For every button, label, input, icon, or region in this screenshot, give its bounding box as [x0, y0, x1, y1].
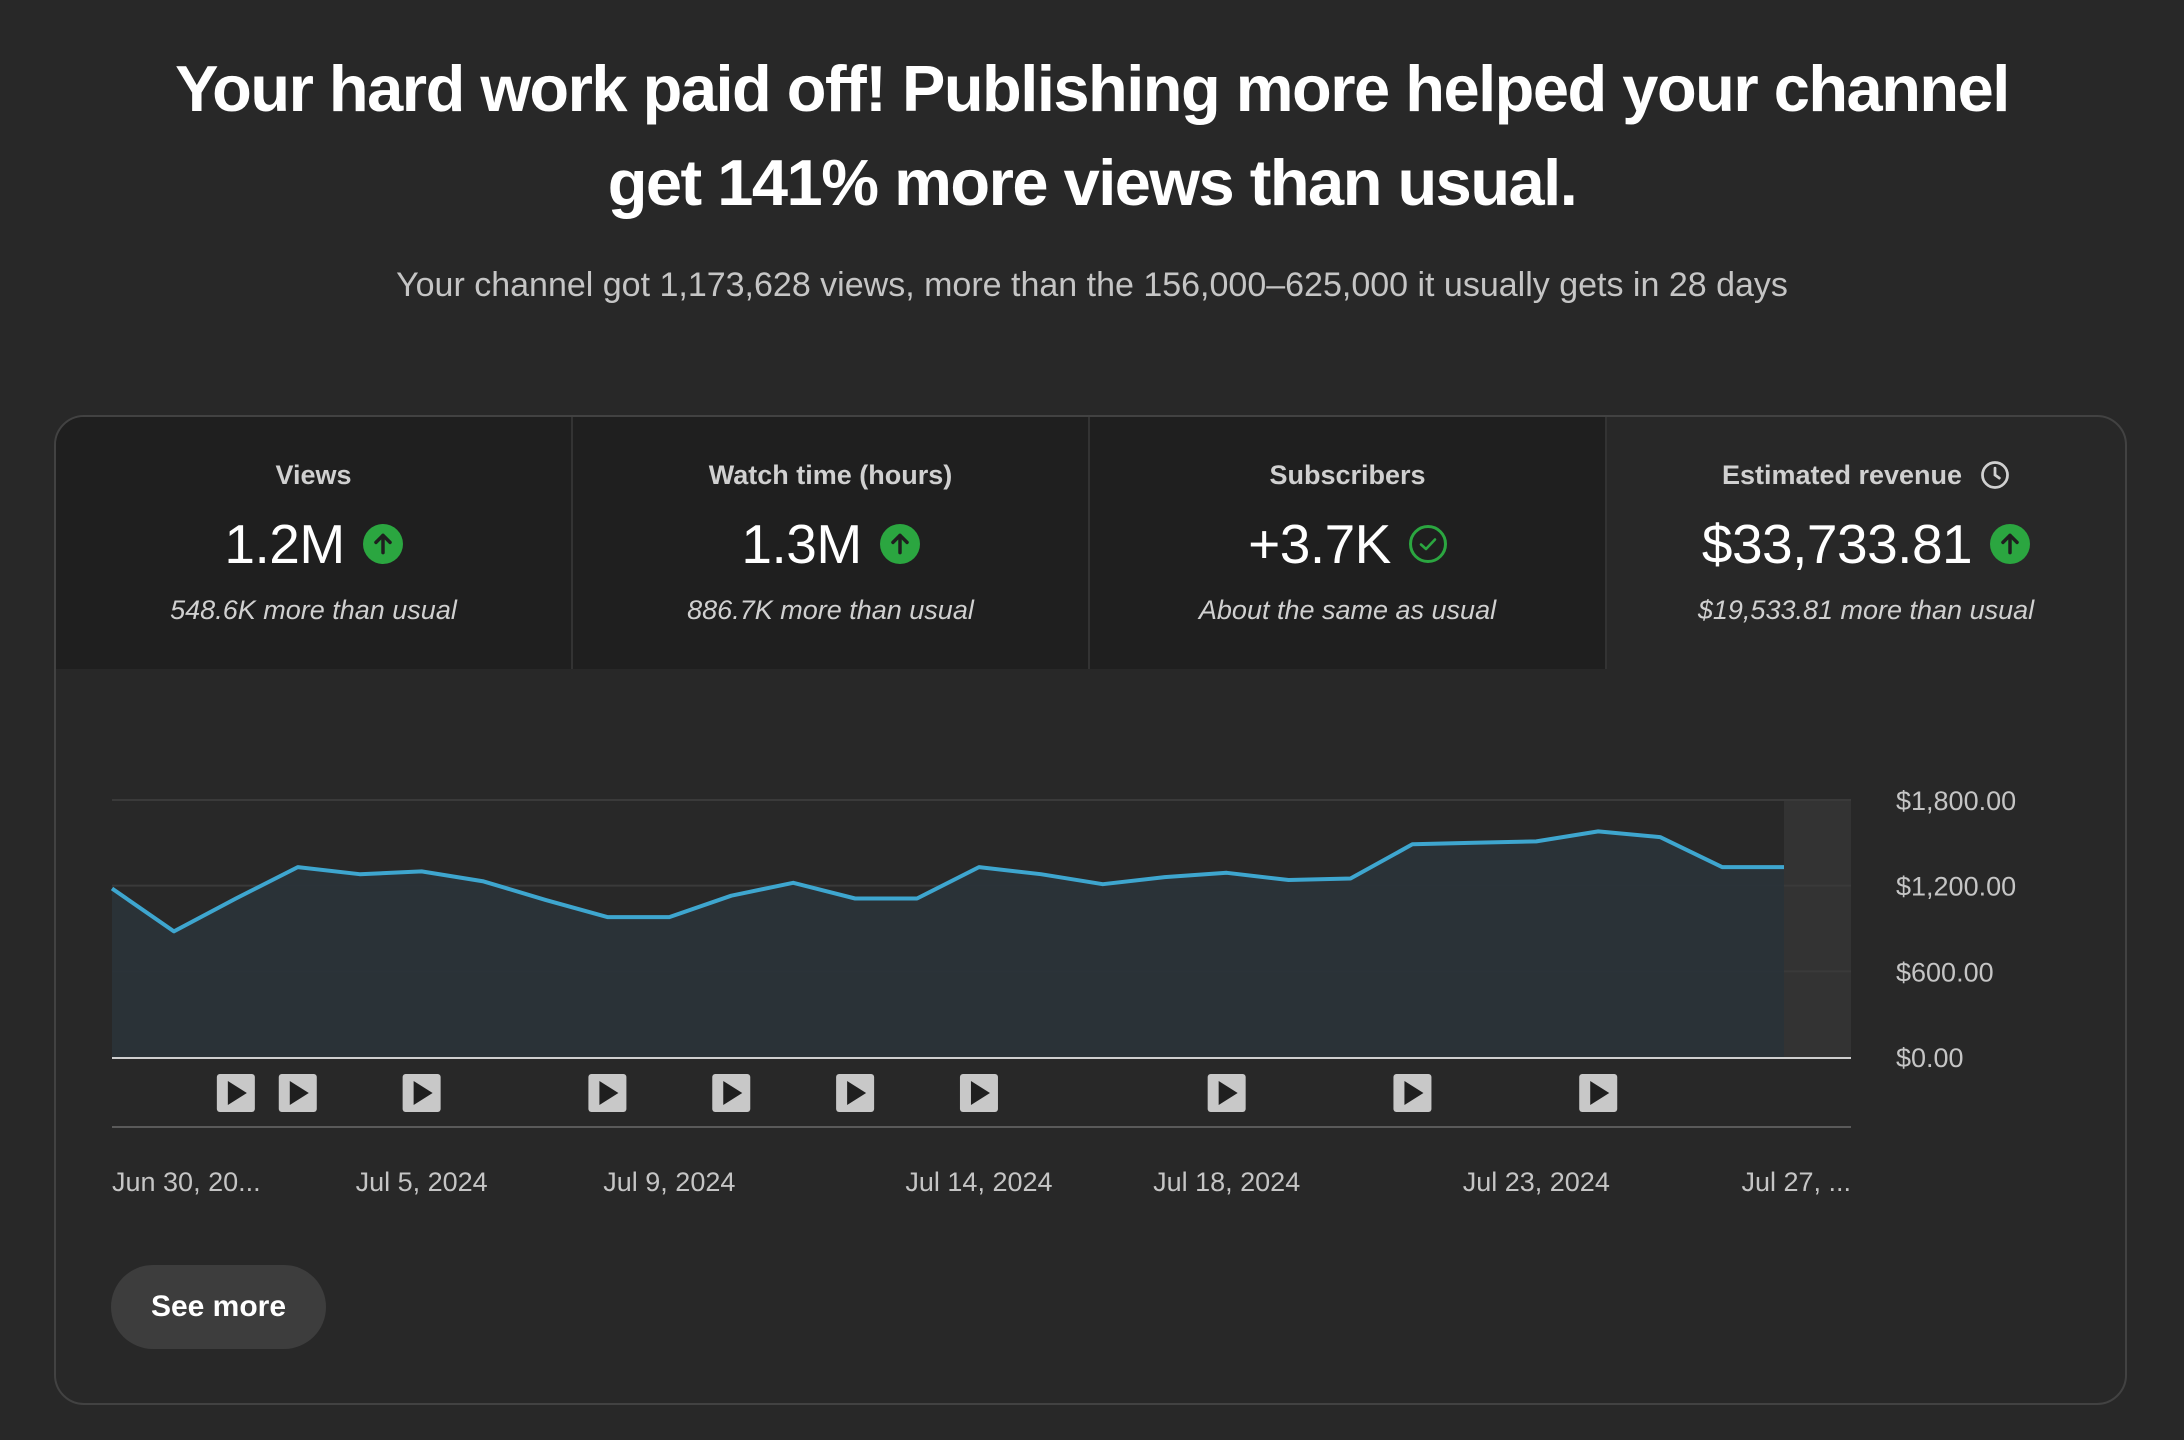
- x-tick-label: Jul 9, 2024: [603, 1167, 735, 1197]
- metric-value: $33,733.81: [1701, 513, 1973, 575]
- metric-tab-subscribers[interactable]: Subscribers +3.7K About the same as usua…: [1090, 417, 1607, 669]
- page-headline: Your hard work paid off! Publishing more…: [100, 42, 2084, 230]
- x-tick-label: Jul 23, 2024: [1463, 1167, 1610, 1197]
- metric-note: About the same as usual: [1198, 595, 1497, 625]
- play-icon[interactable]: [959, 1074, 998, 1112]
- metric-title: Estimated revenue: [1607, 460, 2125, 491]
- x-tick-label: Jul 27, ...: [1741, 1167, 1851, 1197]
- check-circle-icon: [1408, 525, 1447, 563]
- headline-line-2: get 141% more views than usual.: [607, 146, 1578, 219]
- metric-title-text: Estimated revenue: [1721, 460, 1963, 490]
- x-tick-label: Jun 30, 20...: [112, 1167, 261, 1197]
- metric-tabs: Views 1.2M 548.6K more than usual Watch …: [56, 417, 2125, 669]
- metric-title: Views: [275, 460, 352, 490]
- headline-line-1: Your hard work paid off! Publishing more…: [175, 52, 2010, 125]
- clock-icon[interactable]: [1980, 460, 2010, 490]
- play-icon[interactable]: [836, 1074, 875, 1112]
- play-icon[interactable]: [402, 1074, 441, 1112]
- revenue-line: [110, 829, 1784, 934]
- metric-note: 548.6K more than usual: [170, 595, 457, 625]
- metric-tab-views[interactable]: Views 1.2M 548.6K more than usual: [56, 417, 573, 669]
- analytics-card: Views 1.2M 548.6K more than usual Watch …: [54, 415, 2127, 1405]
- arrow-up-icon: [1990, 524, 2031, 564]
- play-icon[interactable]: [216, 1074, 255, 1112]
- x-tick-label: Jul 5, 2024: [356, 1167, 488, 1197]
- arrow-up-icon: [362, 524, 403, 564]
- y-tick-label: $600.00: [1896, 957, 1994, 987]
- x-tick-label: Jul 18, 2024: [1153, 1167, 1300, 1197]
- play-icon[interactable]: [1393, 1074, 1432, 1112]
- play-icon[interactable]: [712, 1074, 751, 1112]
- play-icon[interactable]: [1207, 1074, 1246, 1112]
- highlight-column: [1784, 800, 1851, 1057]
- metric-value: 1.2M: [224, 513, 345, 575]
- y-tick-label: $1,800.00: [1896, 786, 2016, 816]
- see-more-button[interactable]: See more: [111, 1265, 326, 1349]
- revenue-area: [112, 831, 1784, 1057]
- metric-title: Subscribers: [1269, 460, 1426, 490]
- metric-value: +3.7K: [1248, 513, 1391, 575]
- play-icon[interactable]: [588, 1074, 627, 1112]
- arrow-up-icon: [879, 524, 920, 564]
- play-icon[interactable]: [278, 1074, 317, 1112]
- metric-tab-estimated-revenue[interactable]: Estimated revenue $33,733.81 $19,533.81 …: [1607, 417, 2125, 669]
- y-tick-label: $0.00: [1896, 1043, 1964, 1073]
- metric-note: 886.7K more than usual: [687, 595, 974, 625]
- revenue-chart: $0.00 $600.00 $1,200.00 $1,800.00 Jun 30, 20…: [110, 786, 2016, 1197]
- page-subline: Your channel got 1,173,628 views, more t…: [396, 266, 1788, 304]
- metric-value: 1.3M: [741, 513, 862, 575]
- metric-tab-watch-time[interactable]: Watch time (hours) 1.3M 886.7K more than…: [573, 417, 1090, 669]
- play-icon[interactable]: [1579, 1074, 1618, 1112]
- x-tick-label: Jul 14, 2024: [905, 1167, 1052, 1197]
- metric-note: $19,533.81 more than usual: [1697, 595, 2035, 625]
- y-tick-label: $1,200.00: [1896, 872, 2016, 902]
- metric-title: Watch time (hours): [708, 460, 953, 490]
